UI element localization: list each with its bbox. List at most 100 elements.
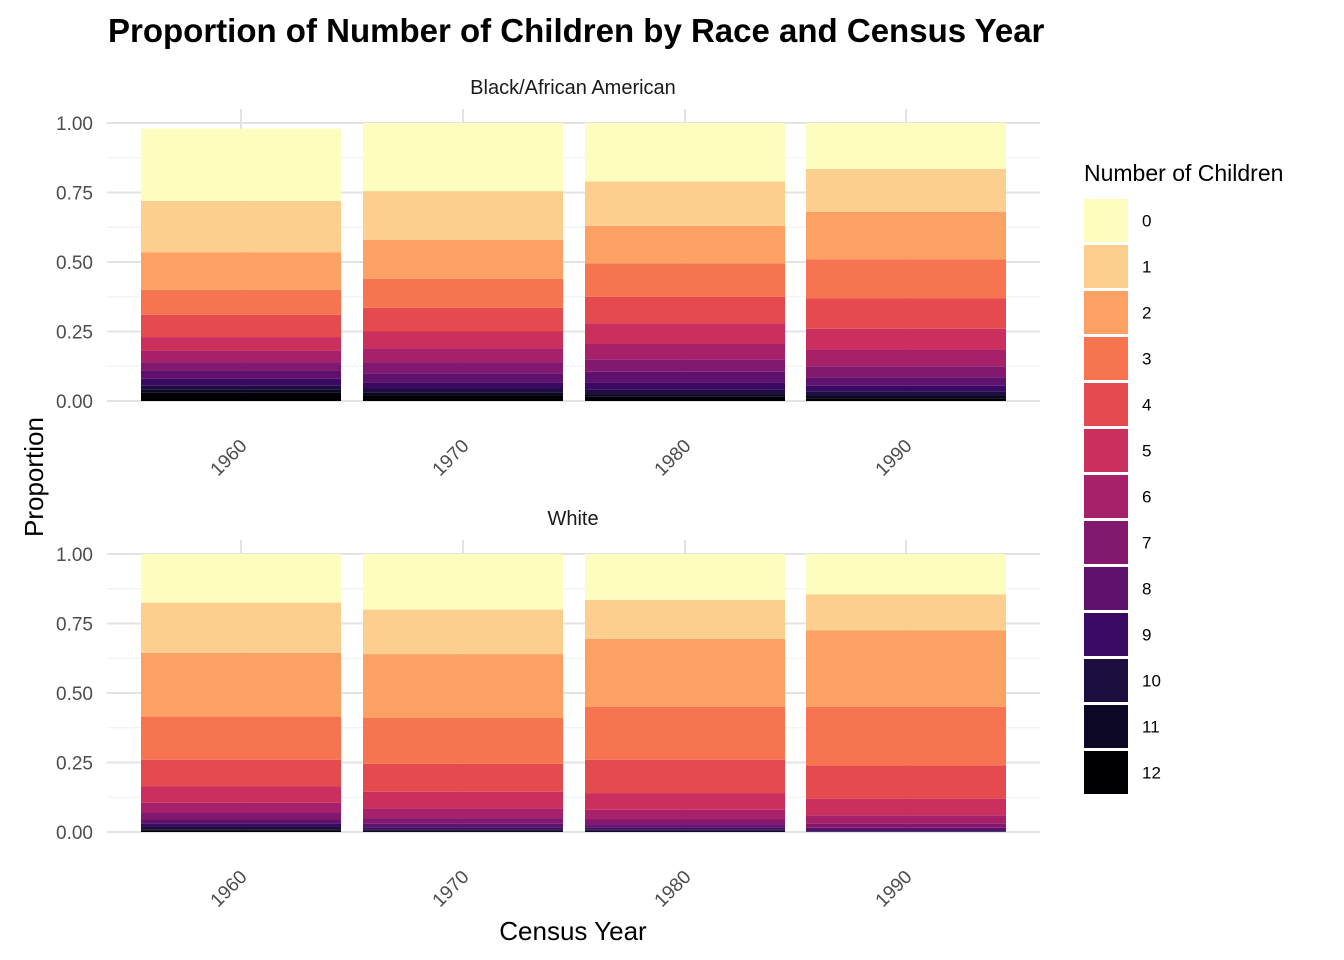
bar-segment (141, 389, 341, 393)
bar-segment (585, 323, 785, 345)
legend-key (1084, 199, 1128, 242)
stacked-bar (363, 554, 563, 832)
bar-segment (363, 123, 563, 192)
bar-segment (585, 638, 785, 707)
bar-segment (585, 809, 785, 820)
bar-segment (585, 793, 785, 810)
legend-label: 12 (1142, 764, 1161, 783)
x-tick-label: 1990 (872, 867, 917, 912)
bar-segment (585, 263, 785, 297)
bar-segment (363, 829, 563, 831)
y-tick-label: 0.75 (56, 184, 93, 205)
x-tick-label: 1970 (429, 436, 474, 481)
bar-segment (141, 802, 341, 813)
bar-segment (141, 819, 341, 824)
legend-label: 11 (1142, 718, 1160, 737)
bar-segment (363, 331, 563, 349)
legend-key (1084, 521, 1128, 564)
bar-segment (585, 829, 785, 831)
bar-segment (806, 391, 1006, 396)
bar-segment (363, 382, 563, 389)
bar-segment (806, 385, 1006, 392)
x-tick-label: 1980 (651, 867, 696, 912)
bar-segment (363, 823, 563, 828)
bar-segment (141, 826, 341, 830)
bar-segment (363, 191, 563, 240)
bar-segment (141, 554, 341, 603)
legend-key (1084, 475, 1128, 518)
y-tick-label: 1.00 (56, 114, 93, 135)
y-tick-label: 0.25 (56, 323, 93, 344)
bar-segment (806, 377, 1006, 386)
bar-segment (363, 830, 563, 832)
stacked-bar (141, 128, 341, 401)
bar-segment (585, 394, 785, 397)
facet-strip-label: Black/African American (470, 77, 676, 99)
x-axis-title: Census Year (499, 916, 647, 946)
legend-item: 9 (1084, 613, 1151, 656)
bar-segment (806, 823, 1006, 828)
bar-segment (806, 298, 1006, 329)
bar-segment (141, 385, 341, 390)
legend-title: Number of Children (1084, 160, 1283, 186)
bar-segment (806, 211, 1006, 260)
bar-segment (806, 827, 1006, 831)
y-tick-label: 0.50 (56, 253, 93, 274)
bar-segment (585, 827, 785, 830)
facet-panels: 0.00 0.25 0.50 0.75 1.00 Black/African Americ… (56, 77, 1040, 911)
bar-segment (363, 348, 563, 363)
bar-segment (585, 554, 785, 600)
legend-label: 5 (1142, 442, 1151, 461)
stacked-bar (585, 554, 785, 832)
bar-segment (141, 786, 341, 803)
legend-item: 4 (1084, 383, 1151, 426)
bar-segment (806, 366, 1006, 378)
bar-segment (806, 765, 1006, 799)
legend-item: 8 (1084, 567, 1151, 610)
bar-segment (806, 594, 1006, 631)
bar-segment (363, 654, 563, 719)
x-tick-label: 1980 (651, 436, 696, 481)
stacked-bar (806, 554, 1006, 832)
bar-segment (585, 225, 785, 264)
bar-segment (141, 378, 341, 386)
stacked-bar (585, 123, 785, 401)
legend-key (1084, 705, 1128, 748)
bar-segment (141, 392, 341, 401)
legend-key (1084, 659, 1128, 702)
bar-segment (585, 825, 785, 828)
legend-item: 3 (1084, 337, 1151, 380)
bar-segment (806, 123, 1006, 169)
bar-segment (363, 818, 563, 824)
legend-item: 6 (1084, 475, 1151, 518)
y-tick-label: 0.75 (56, 615, 93, 636)
bar-segment (806, 815, 1006, 824)
bar-segment (806, 259, 1006, 299)
bar-segment (141, 759, 341, 787)
stacked-bar (806, 123, 1006, 401)
legend-label: 8 (1142, 580, 1151, 599)
bar-segment (585, 599, 785, 639)
facet-strip-label: White (547, 508, 598, 530)
bar-segment (363, 827, 563, 830)
y-tick-label: 0.00 (56, 392, 93, 413)
bar-segment (363, 763, 563, 792)
bar-segment (806, 706, 1006, 766)
bar-segment (585, 371, 785, 383)
bar-segment (585, 819, 785, 826)
legend-item: 11 (1084, 705, 1160, 748)
y-tick-label: 0.25 (56, 754, 93, 775)
bar-segment (363, 791, 563, 809)
bar-segment (806, 395, 1006, 399)
bar-segment (806, 830, 1006, 832)
legend-label: 1 (1142, 258, 1151, 277)
bar-segment (363, 831, 563, 832)
bar-segment (363, 554, 563, 610)
y-axis-title: Proportion (19, 417, 49, 537)
bar-segment (141, 716, 341, 760)
legend-key (1084, 245, 1128, 288)
bar-segment (141, 200, 341, 253)
bar-segment (363, 392, 563, 396)
legend-key (1084, 337, 1128, 380)
bar-segment (363, 278, 563, 308)
